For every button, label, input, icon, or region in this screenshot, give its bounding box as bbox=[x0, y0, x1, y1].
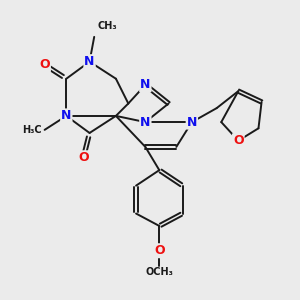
Text: CH₃: CH₃ bbox=[97, 21, 117, 31]
Text: N: N bbox=[140, 116, 151, 129]
Text: O: O bbox=[154, 244, 165, 257]
Text: N: N bbox=[61, 110, 71, 122]
Text: N: N bbox=[140, 78, 151, 92]
Text: OCH₃: OCH₃ bbox=[146, 267, 173, 278]
Text: O: O bbox=[233, 134, 244, 147]
Text: O: O bbox=[78, 151, 89, 164]
Text: N: N bbox=[84, 55, 95, 68]
Text: N: N bbox=[187, 116, 197, 129]
Text: O: O bbox=[39, 58, 50, 71]
Text: H₃C: H₃C bbox=[22, 125, 41, 135]
